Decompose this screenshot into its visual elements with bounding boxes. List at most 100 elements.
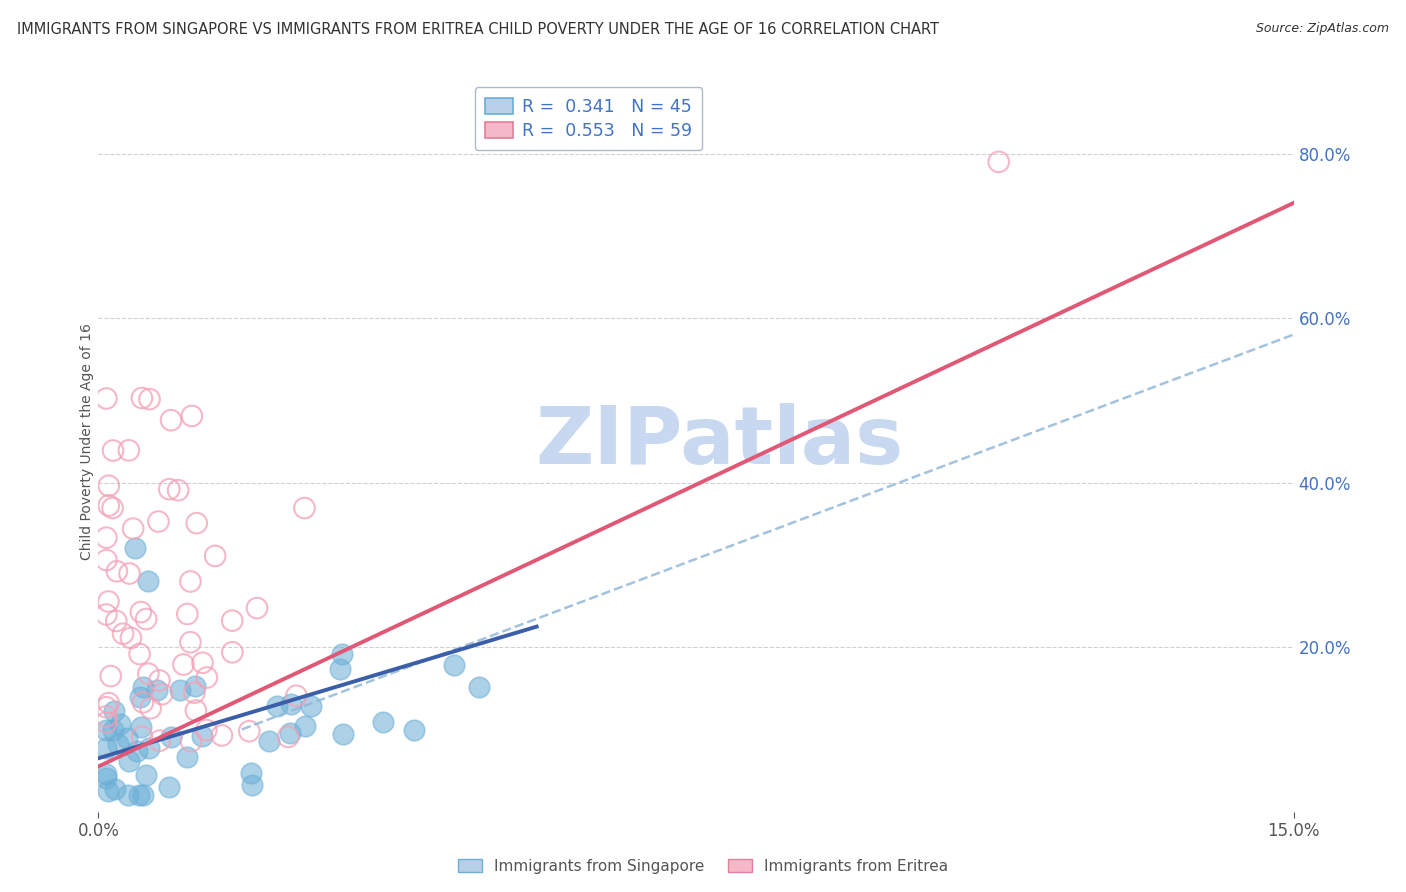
Point <box>169 682 191 697</box>
Point <box>120 631 142 645</box>
Point <box>160 413 183 427</box>
Point <box>221 645 243 659</box>
Point <box>118 443 141 458</box>
Point <box>104 781 127 796</box>
Point <box>330 647 353 661</box>
Point <box>195 723 218 737</box>
Point <box>100 669 122 683</box>
Point <box>96 709 118 723</box>
Legend: Immigrants from Singapore, Immigrants from Eritrea: Immigrants from Singapore, Immigrants fr… <box>451 853 955 880</box>
Point <box>124 541 146 556</box>
Point <box>186 516 208 530</box>
Point <box>278 726 301 740</box>
Point <box>195 671 218 685</box>
Point <box>118 566 141 581</box>
Point <box>135 768 157 782</box>
Point <box>105 564 128 578</box>
Point <box>118 754 141 768</box>
Point <box>97 499 120 513</box>
Point <box>96 607 118 622</box>
Point <box>987 154 1010 169</box>
Point <box>128 647 150 661</box>
Point <box>280 698 302 712</box>
Point <box>132 789 155 803</box>
Point <box>148 673 170 688</box>
Point <box>246 601 269 615</box>
Point <box>285 689 308 703</box>
Point <box>167 483 190 498</box>
Point <box>332 727 354 741</box>
Point <box>135 612 157 626</box>
Point <box>277 730 299 744</box>
Point <box>96 771 118 785</box>
Point <box>138 666 160 681</box>
Y-axis label: Child Poverty Under the Age of 16: Child Poverty Under the Age of 16 <box>80 323 94 560</box>
Point <box>131 391 153 405</box>
Point <box>240 766 263 780</box>
Point <box>103 705 125 719</box>
Point <box>97 594 120 608</box>
Point <box>131 720 153 734</box>
Point <box>128 789 150 803</box>
Point <box>139 701 162 715</box>
Legend: R =  0.341   N = 45, R =  0.553   N = 59: R = 0.341 N = 45, R = 0.553 N = 59 <box>475 87 702 151</box>
Point <box>105 614 128 628</box>
Point <box>191 656 214 670</box>
Point <box>176 607 198 621</box>
Point <box>160 731 183 745</box>
Point <box>96 531 118 545</box>
Point <box>299 699 322 714</box>
Point <box>112 626 135 640</box>
Point <box>138 740 160 755</box>
Point <box>131 680 153 694</box>
Point <box>179 574 201 589</box>
Point <box>238 724 260 739</box>
Point <box>240 778 263 792</box>
Text: IMMIGRANTS FROM SINGAPORE VS IMMIGRANTS FROM ERITREA CHILD POVERTY UNDER THE AGE: IMMIGRANTS FROM SINGAPORE VS IMMIGRANTS … <box>17 22 939 37</box>
Point <box>101 723 124 737</box>
Point <box>138 392 160 406</box>
Point <box>266 698 288 713</box>
Point <box>183 686 205 700</box>
Point <box>96 741 118 756</box>
Point <box>294 501 316 516</box>
Point <box>150 687 173 701</box>
Point <box>96 783 118 797</box>
Point <box>96 767 118 781</box>
Point <box>125 744 148 758</box>
Point <box>157 780 180 794</box>
Point <box>221 614 243 628</box>
Text: ZIPatlas: ZIPatlas <box>536 402 904 481</box>
Point <box>184 679 207 693</box>
Point <box>172 657 194 672</box>
Point <box>329 662 352 676</box>
Point <box>294 719 316 733</box>
Point <box>117 731 139 745</box>
Point <box>180 409 202 423</box>
Point <box>184 704 207 718</box>
Point <box>131 730 153 744</box>
Point <box>96 553 118 567</box>
Point <box>128 690 150 705</box>
Point <box>107 737 129 751</box>
Point <box>117 789 139 803</box>
Point <box>257 733 280 747</box>
Point <box>96 392 118 406</box>
Point <box>97 696 120 710</box>
Point <box>148 515 170 529</box>
Text: Source: ZipAtlas.com: Source: ZipAtlas.com <box>1256 22 1389 36</box>
Point <box>157 482 180 496</box>
Point <box>132 695 155 709</box>
Point <box>108 717 131 731</box>
Point <box>191 729 214 743</box>
Point <box>136 574 159 589</box>
Point <box>149 733 172 747</box>
Point <box>180 734 202 748</box>
Point <box>402 723 425 737</box>
Point <box>467 680 489 694</box>
Point <box>146 683 169 698</box>
Point <box>101 443 124 458</box>
Point <box>122 522 145 536</box>
Point <box>97 479 120 493</box>
Point <box>96 723 118 738</box>
